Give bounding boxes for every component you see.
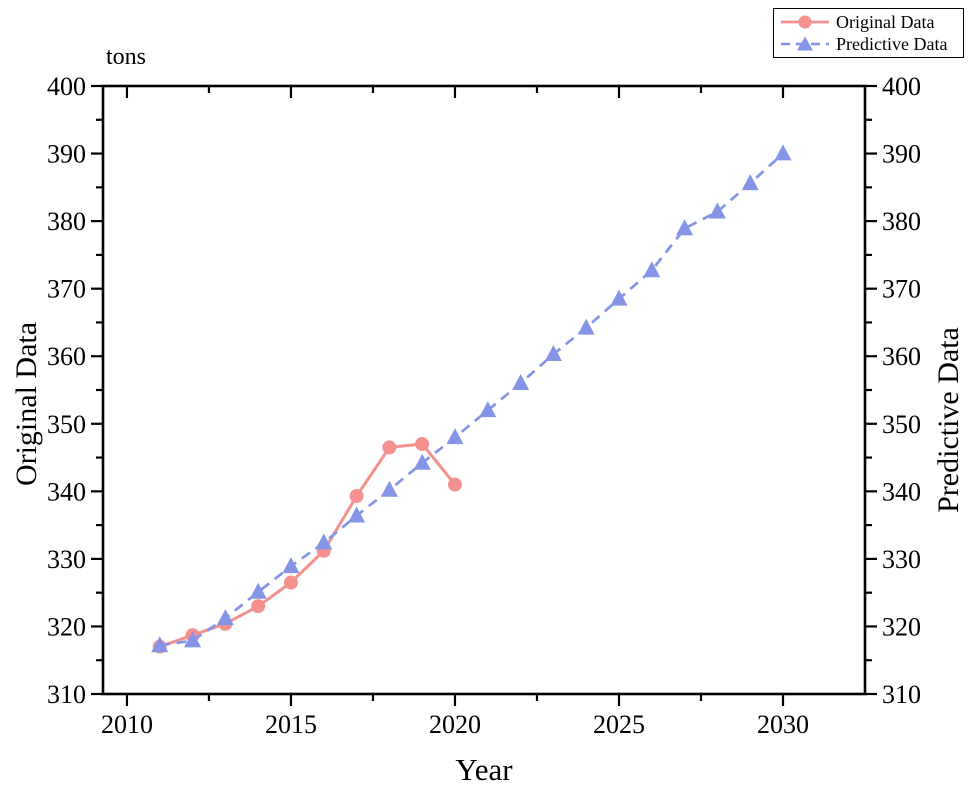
y-tick-label-right: 320 xyxy=(882,612,921,641)
predictive-data-marker xyxy=(577,318,595,335)
y-tick-label-right: 360 xyxy=(882,342,921,371)
y-tick-label-right: 340 xyxy=(882,477,921,506)
predictive-data-marker xyxy=(184,631,202,648)
y-tick-label-right: 390 xyxy=(882,140,921,169)
original-data-marker xyxy=(447,477,462,492)
predictive-data-marker xyxy=(708,202,726,219)
y-tick-label-left: 380 xyxy=(47,207,86,236)
x-axis-title: Year xyxy=(455,752,513,787)
predictive-data-marker xyxy=(446,428,464,445)
y-tick-label-right: 350 xyxy=(882,410,921,439)
y-tick-label-left: 310 xyxy=(47,680,86,709)
x-tick-label: 2025 xyxy=(593,710,645,739)
y-tick-label-left: 330 xyxy=(47,545,86,574)
x-tick-label: 2015 xyxy=(265,710,317,739)
original-data-marker xyxy=(382,440,397,455)
original-data-marker xyxy=(283,575,298,590)
predictive-data-marker xyxy=(676,219,694,236)
x-tick-label: 2030 xyxy=(757,710,809,739)
y-tick-label-left: 370 xyxy=(47,275,86,304)
legend-original-sample-icon xyxy=(781,15,829,29)
x-tick-label: 2010 xyxy=(101,710,153,739)
y-tick-label-left: 390 xyxy=(47,140,86,169)
y-tick-label-left: 360 xyxy=(47,342,86,371)
y-tick-label-right: 370 xyxy=(882,275,921,304)
original-data-line xyxy=(159,442,457,649)
y-tick-label-left: 400 xyxy=(47,72,86,101)
y-tick-label-right: 400 xyxy=(882,72,921,101)
x-tick-label: 2020 xyxy=(429,710,481,739)
original-data-marker xyxy=(415,437,430,452)
original-data-marker xyxy=(251,599,266,614)
y-axis-title-right: Predictive Data xyxy=(932,327,965,513)
predictive-data-marker xyxy=(413,453,431,470)
legend-label-predictive: Predictive Data xyxy=(836,34,948,54)
y-axis-title-left: Original Data xyxy=(10,321,43,487)
predictive-data-marker xyxy=(544,345,562,361)
predictive-data-marker xyxy=(610,289,628,306)
predictive-data-marker xyxy=(151,636,169,653)
legend-box: Original Data Predictive Data xyxy=(773,8,964,58)
y-tick-label-right: 330 xyxy=(882,545,921,574)
predictive-data-marker xyxy=(315,533,333,550)
y-tick-label-right: 310 xyxy=(882,680,921,709)
legend-item-original: Original Data xyxy=(779,12,961,32)
legend-label-original: Original Data xyxy=(836,12,935,32)
y-tick-label-left: 350 xyxy=(47,410,86,439)
predictive-data-marker xyxy=(479,401,497,418)
predictive-data-marker xyxy=(741,174,759,191)
predictive-data-marker xyxy=(216,609,234,626)
predictive-data-marker xyxy=(774,144,792,161)
original-data-marker xyxy=(349,489,364,504)
predictive-data-marker xyxy=(249,582,267,599)
predictive-data-marker xyxy=(512,374,530,390)
y-tick-label-left: 320 xyxy=(47,612,86,641)
axis-unit-label: tons xyxy=(106,44,147,70)
legend-item-predictive: Predictive Data xyxy=(779,34,961,54)
predictive-data-marker xyxy=(380,480,398,497)
predictive-data-marker xyxy=(282,557,300,574)
y-tick-label-left: 340 xyxy=(47,477,86,506)
y-tick-label-right: 380 xyxy=(882,207,921,236)
predictive-data-marker xyxy=(643,261,661,278)
legend-predictive-sample-icon xyxy=(781,36,829,51)
predictive-data-line xyxy=(159,152,784,647)
predictive-data-marker xyxy=(348,506,366,523)
